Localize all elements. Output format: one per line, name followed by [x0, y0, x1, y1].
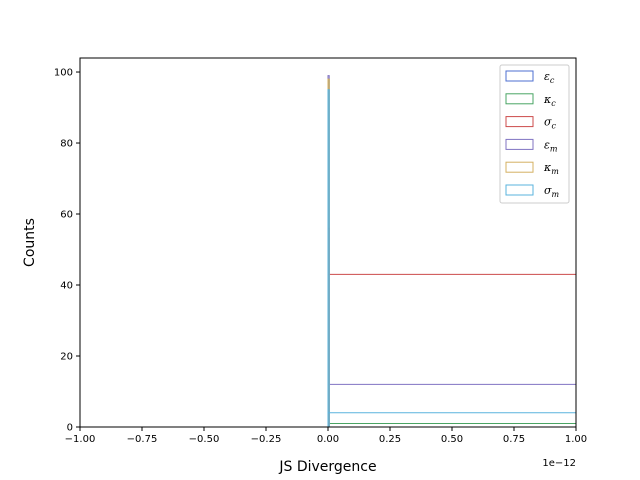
y-tick-label: 0: [67, 423, 73, 434]
x-tick-label: 0.75: [503, 434, 525, 445]
legend-entry: εc: [544, 70, 555, 85]
legend-swatch: [505, 116, 534, 128]
y-tick-label: 80: [60, 139, 73, 150]
legend-swatch: [505, 184, 534, 196]
x-tick-label: −1.00: [65, 434, 96, 445]
legend-swatch: [505, 93, 534, 105]
y-tick-label: 60: [60, 210, 73, 221]
x-axis-ticks: −1.00 −0.75 −0.50 −0.25 0.00 0.25 0.50 0.75 1.00: [65, 427, 587, 445]
y-tick-label: 20: [60, 352, 73, 363]
legend-swatch: [505, 70, 534, 82]
legend-subscript: m: [552, 190, 560, 199]
legend-symbol: σ: [544, 184, 552, 197]
legend-symbol: κ: [543, 93, 552, 106]
plot-area: [327, 75, 577, 427]
legend-entry: κc: [543, 93, 556, 108]
x-tick-label: 1.00: [565, 434, 587, 445]
y-axis-label: Counts: [22, 218, 38, 267]
x-axis-label: JS Divergence: [278, 459, 376, 475]
y-tick-label: 100: [54, 68, 73, 79]
legend-subscript: m: [550, 144, 558, 153]
x-tick-label: 0.50: [441, 434, 463, 445]
legend-swatch: [505, 161, 534, 173]
axes-frame: [79, 57, 577, 428]
legend-symbol: κ: [543, 161, 552, 174]
x-tick-label: −0.75: [127, 434, 158, 445]
legend-box: [499, 64, 570, 204]
legend-symbol: ε: [544, 70, 550, 83]
legend-entry: σc: [544, 116, 557, 131]
x-tick-label: 0.00: [317, 434, 339, 445]
legend-subscript: c: [550, 76, 555, 85]
legend-swatch: [505, 138, 534, 150]
legend-subscript: c: [552, 122, 557, 131]
legend-entry: κm: [543, 161, 559, 176]
x-offset-label: 1e−12: [542, 458, 576, 469]
y-axis-ticks: 0 20 40 60 80 100: [54, 68, 80, 434]
legend-subscript: c: [551, 99, 556, 108]
legend-symbol: ε: [544, 138, 550, 151]
x-tick-label: 0.25: [379, 434, 401, 445]
legend-symbol: σ: [544, 116, 552, 129]
x-tick-label: −0.25: [251, 434, 282, 445]
y-tick-label: 40: [60, 281, 73, 292]
histogram-bin: [327, 89, 330, 427]
x-tick-label: −0.50: [189, 434, 220, 445]
legend-entry: σm: [544, 184, 560, 199]
legend-entry: εm: [544, 138, 558, 153]
legend-subscript: m: [551, 167, 559, 176]
